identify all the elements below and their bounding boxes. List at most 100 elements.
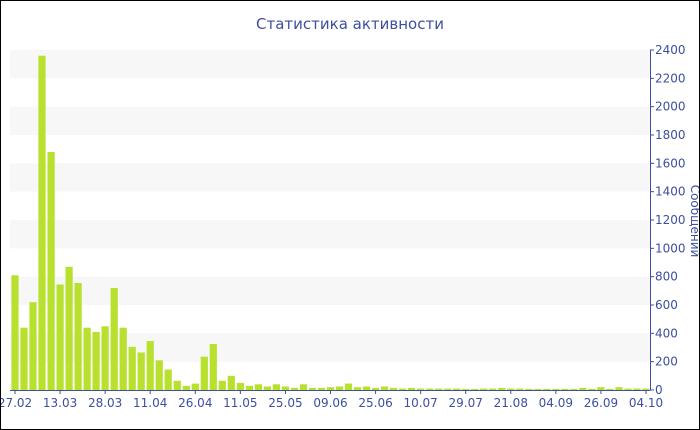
bar [363, 386, 371, 390]
bar [308, 387, 317, 390]
y-tick-label: 600 [655, 298, 678, 312]
y-tick-label: 1000 [655, 241, 686, 255]
bar [579, 387, 587, 390]
x-tick-label: 26.04 [178, 396, 212, 410]
bar [236, 382, 244, 390]
bar [381, 386, 389, 390]
bar [399, 388, 407, 390]
x-tick-label: 04.10 [629, 396, 663, 410]
bar [606, 388, 614, 390]
bar [263, 386, 271, 390]
bar [561, 388, 569, 390]
bar [218, 380, 226, 390]
bar [74, 283, 82, 390]
grid-band [10, 276, 650, 305]
y-tick-label: 0 [655, 383, 663, 397]
bar [11, 275, 19, 391]
bar [597, 387, 605, 390]
bar [290, 387, 298, 390]
x-tick-label: 27.02 [1, 396, 32, 410]
bar [408, 387, 416, 390]
bar [426, 388, 434, 390]
y-tick-label: 400 [655, 326, 678, 340]
bar [335, 386, 344, 390]
bar [615, 387, 623, 390]
bar [489, 388, 497, 390]
bar [137, 352, 145, 390]
bar [462, 388, 470, 390]
bar [173, 380, 181, 390]
bar [281, 386, 289, 390]
x-tick-label: 10.07 [403, 396, 437, 410]
x-tick-label: 04.09 [539, 396, 573, 410]
bar [480, 388, 488, 390]
bar [525, 388, 533, 390]
bar [588, 388, 596, 390]
y-tick-label: 1400 [655, 185, 686, 199]
x-tick-label: 25.05 [268, 396, 302, 410]
bar [570, 388, 578, 390]
bar [534, 388, 542, 390]
bar [101, 326, 109, 391]
x-tick-label: 11.04 [133, 396, 167, 410]
bar [326, 387, 335, 390]
x-tick-label: 21.08 [494, 396, 528, 410]
bar [272, 384, 280, 390]
chart-title: Статистика активности [256, 15, 444, 33]
y-axis-label: Сообщений [688, 185, 699, 258]
bar [245, 385, 253, 391]
x-tick-label: 28.03 [88, 396, 122, 410]
bar [20, 327, 28, 390]
bar [182, 385, 190, 391]
bar [344, 383, 353, 390]
bar [543, 388, 551, 390]
x-tick-label: 29.07 [449, 396, 483, 410]
bar [155, 360, 163, 391]
bar [417, 388, 425, 390]
y-tick-label: 800 [655, 270, 678, 284]
bar [128, 346, 136, 390]
grid-band [10, 50, 650, 79]
bar [146, 341, 154, 390]
bar [624, 388, 632, 390]
y-tick-label: 2000 [655, 100, 686, 114]
grid-band [10, 220, 650, 249]
y-tick-label: 2200 [655, 71, 686, 85]
bar [119, 327, 127, 390]
bar [209, 344, 217, 390]
bar [56, 284, 64, 390]
bar [498, 387, 506, 390]
bar [516, 388, 524, 390]
bar [65, 266, 73, 391]
bar [507, 388, 515, 390]
y-tick-label: 1800 [655, 128, 686, 142]
bar [29, 302, 37, 390]
bar [92, 331, 100, 390]
bar [164, 369, 172, 390]
y-tick-label: 1600 [655, 156, 686, 170]
bar [633, 388, 641, 390]
y-tick-label: 1200 [655, 213, 686, 227]
bar [299, 384, 308, 390]
bar [353, 387, 362, 390]
bar [471, 388, 479, 390]
grid-band [10, 106, 650, 135]
grid-band [10, 163, 650, 192]
bar [372, 387, 380, 390]
bar [552, 388, 560, 390]
bar [110, 288, 118, 390]
x-tick-label: 09.06 [313, 396, 347, 410]
bar [317, 387, 326, 390]
bar [47, 152, 55, 390]
bar [38, 55, 46, 390]
bar [453, 388, 461, 390]
y-tick-label: 2400 [655, 43, 686, 57]
bar [200, 356, 208, 390]
x-tick-label: 25.06 [358, 396, 392, 410]
bar [227, 375, 235, 390]
bar [191, 383, 199, 390]
x-tick-label: 13.03 [43, 396, 77, 410]
x-tick-label: 26.09 [584, 396, 618, 410]
